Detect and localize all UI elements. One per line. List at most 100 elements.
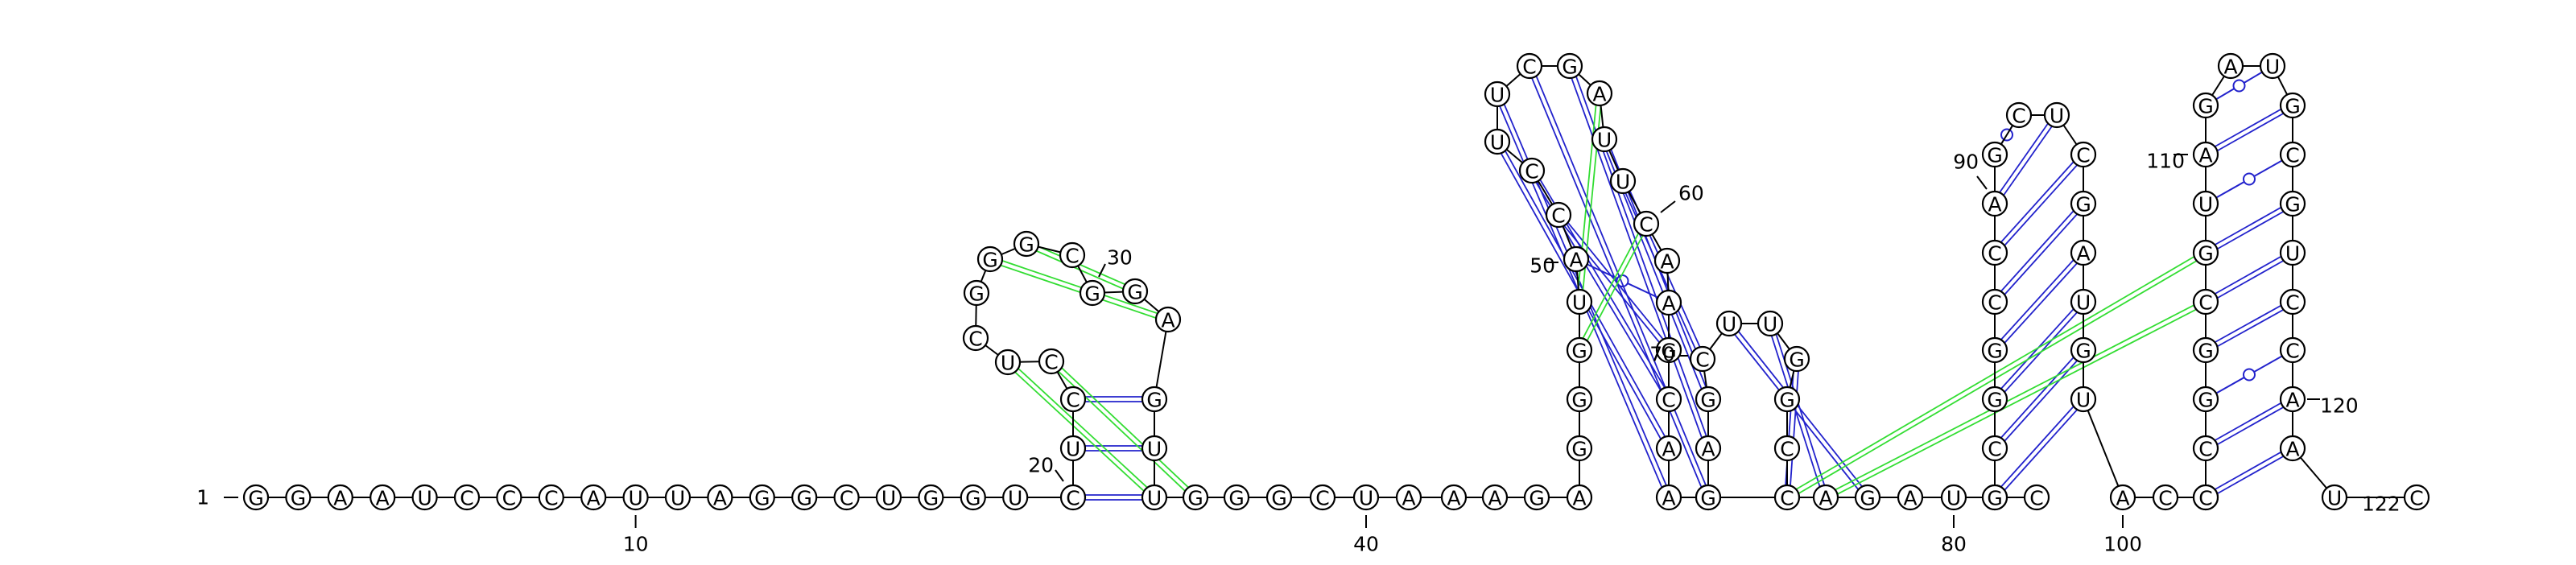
nucleotide-letter-37: G [1228,487,1244,510]
pseudoknot-pair-line [1788,254,2207,501]
nucleotide-12 [707,484,733,511]
nucleotide-letter-53: U [1490,131,1505,155]
nucleotide-letter-77: A [1818,487,1832,510]
nucleotide-39 [1309,484,1336,511]
nucleotide-letter-42: A [1447,487,1460,510]
pseudoknot-pair-line [1009,360,1157,497]
canonical-pair-line [2207,106,2294,158]
nucleotide-43 [1481,484,1509,511]
nucleotide-letter-51: C [1551,204,1565,228]
nucleotide-72 [1757,310,1784,337]
nucleotide-108 [2192,239,2219,266]
nucleotide-letter-60: C [1639,213,1653,237]
nucleotide-101 [2152,484,2179,511]
nucleotide-46 [1566,435,1593,462]
canonical-pair-line [2204,445,2292,497]
position-label-122: 122 [2362,493,2401,516]
pseudoknot-pair-line [1826,303,2207,501]
canonical-pair-line [1996,204,2086,304]
nucleotide-8 [538,484,564,511]
nucleotide-letter-62: A [1662,292,1675,315]
nucleotide-28 [1013,230,1040,258]
nucleotide-letter-85: C [1988,438,2001,461]
nucleotide-22 [1059,386,1087,413]
nucleotide-62 [1655,289,1682,316]
pseudoknot-pair-line [1005,363,1154,500]
nucleotide-26 [963,279,990,307]
nucleotide-107 [2192,288,2219,315]
nucleotide-letter-94: C [2076,144,2090,167]
nucleotide-letter-88: C [1988,291,2001,315]
nucleotide-109 [2192,190,2219,217]
canonical-pair-line [2204,200,2292,252]
nucleotide-48 [1566,336,1593,364]
pseudoknot-pair-line [1580,224,1649,352]
nucleotide-letter-108: G [2198,242,2213,266]
nucleotide-45 [1566,484,1593,511]
nucleotide-25 [962,324,989,352]
nucleotide-64 [1655,386,1682,413]
pseudoknot-pair-line [1026,241,1137,291]
nucleotide-letter-29: C [1065,245,1079,268]
nucleotide-letter-4: A [376,487,390,510]
nucleotide-letter-89: C [1988,242,2001,266]
nucleotide-letter-92: C [2012,105,2025,128]
nucleotide-letter-123: C [2409,487,2423,510]
nucleotide-33 [1141,386,1168,413]
position-label-90: 90 [1953,151,1979,174]
nucleotide-83 [1695,484,1722,511]
nucleotide-letter-17: G [923,487,939,510]
nucleotide-letter-76: C [1780,487,1794,510]
nucleotide-letter-117: U [2285,242,2300,266]
pseudoknot-pair-line [989,260,1168,323]
nucleotide-letter-99: U [2076,389,2091,412]
nucleotide-50 [1563,245,1590,273]
nucleotide-letter-56: G [1562,56,1577,79]
pseudoknot-pair-line [1049,362,1195,500]
nucleotide-38 [1265,484,1293,511]
nucleotide-letter-107: C [2198,291,2212,315]
nucleotide-letter-10: U [628,487,642,510]
canonical-pair-line [2207,254,2294,305]
wobble-pair-marker [2232,79,2246,93]
nucleotide-47 [1566,386,1593,413]
nucleotide-letter-48: G [1571,340,1587,363]
nucleotide-118 [2279,288,2306,315]
nucleotide-letter-32: A [1161,309,1174,332]
nucleotide-letter-110: A [2198,144,2212,167]
nucleotide-letter-66: A [1662,487,1675,510]
nucleotide-70 [1689,345,1716,373]
nucleotide-letter-64: C [1662,389,1675,412]
nucleotide-letter-35: U [1147,487,1162,510]
nucleotide-30 [1079,279,1106,307]
nucleotide-11 [664,484,691,511]
nucleotide-letter-2: G [291,487,306,510]
nucleotide-88 [1981,288,2008,315]
nucleotide-77 [1812,484,1839,511]
nucleotide-letter-16: U [881,487,896,510]
nucleotide-71 [1715,310,1743,337]
nucleotide-34 [1141,435,1168,462]
nucleotide-78 [1854,484,1881,511]
nucleotide-6 [453,484,481,511]
pseudoknot-pair-line [1052,359,1198,497]
position-tick-30 [1098,263,1106,278]
nucleotide-92 [2005,101,2033,129]
nucleotide-35 [1141,484,1168,511]
nucleotide-letter-101: C [2158,487,2172,510]
nucleotide-letter-122: U [2327,487,2342,510]
nucleotide-19 [1002,484,1029,511]
nucleotide-7 [496,484,522,511]
nucleotide-letter-115: C [2285,144,2299,167]
nucleotide-90 [1981,190,2008,217]
nucleotide-114 [2279,92,2306,119]
nucleotide-letter-13: G [754,487,770,510]
canonical-pair-line [1567,66,1707,450]
nucleotide-51 [1545,201,1572,229]
nucleotide-letter-75: C [1780,438,1794,461]
nucleotide-letter-87: G [1987,340,2002,363]
nucleotide-letter-52: C [1525,160,1538,184]
nucleotide-letter-28: G [1018,233,1034,257]
